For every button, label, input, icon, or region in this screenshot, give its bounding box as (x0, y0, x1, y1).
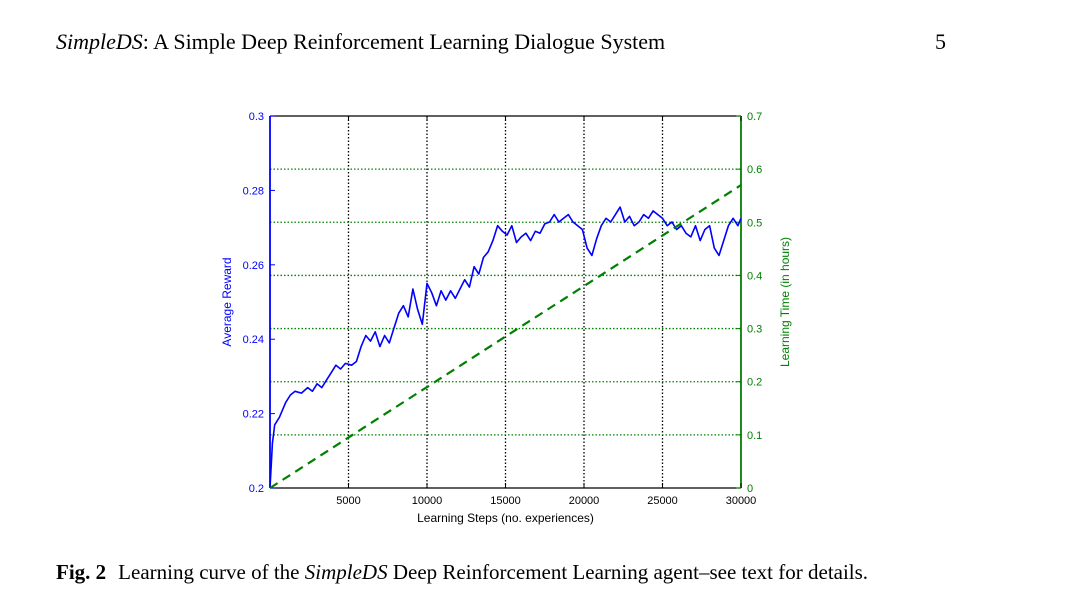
y-tick-label-4: 0.28 (243, 185, 264, 197)
running-header: SimpleDS: A Simple Deep Reinforcement Le… (56, 28, 946, 58)
average-reward-line (269, 206, 742, 489)
y2-tick-label-1: 0.1 (747, 430, 762, 442)
y2-tick-label-5: 0.5 (747, 217, 762, 229)
y2-tick-label-3: 0.3 (747, 324, 762, 336)
y2-tick-label-7: 0.7 (747, 111, 762, 123)
page-number: 5 (935, 29, 946, 54)
x-tick-label-1: 10000 (412, 495, 443, 507)
running-title: SimpleDS: A Simple Deep Reinforcement Le… (56, 28, 665, 56)
x-axis-label: Learning Steps (no. experiences) (417, 511, 594, 525)
y-tick-label-2: 0.24 (243, 334, 264, 346)
y-tick-label-3: 0.26 (243, 260, 264, 272)
y2-tick-label-2: 0.2 (747, 377, 762, 389)
running-title-rest: : A Simple Deep Reinforcement Learning D… (142, 29, 666, 54)
caption-text-italic: SimpleDS (304, 560, 388, 584)
y-axis-label: Average Reward (220, 257, 234, 346)
y2-axis-label: Learning Time (in hours) (778, 237, 792, 367)
learning-time-line (269, 184, 742, 489)
x-tick-label-4: 25000 (647, 495, 678, 507)
running-title-italic: SimpleDS (56, 29, 143, 54)
y2-tick-label-0: 0 (747, 483, 753, 495)
caption-text-after: Deep Reinforcement Learning agent–see te… (387, 560, 869, 584)
x-tick-label-5: 30000 (726, 495, 757, 507)
x-tick-label-3: 20000 (569, 495, 600, 507)
caption-label: Fig. 2 (56, 560, 107, 584)
y2-tick-label-6: 0.6 (747, 164, 762, 176)
y-tick-label-1: 0.22 (243, 409, 264, 421)
figure-caption: Fig. 2 Learning curve of the SimpleDS Dee… (56, 558, 868, 586)
caption-text-before: Learning curve of the (118, 560, 305, 584)
x-tick-label-2: 15000 (490, 495, 521, 507)
y-tick-label-0: 0.2 (249, 483, 264, 495)
x-tick-label-0: 5000 (336, 495, 360, 507)
y-tick-label-5: 0.3 (249, 111, 264, 123)
y2-tick-label-4: 0.4 (747, 270, 762, 282)
